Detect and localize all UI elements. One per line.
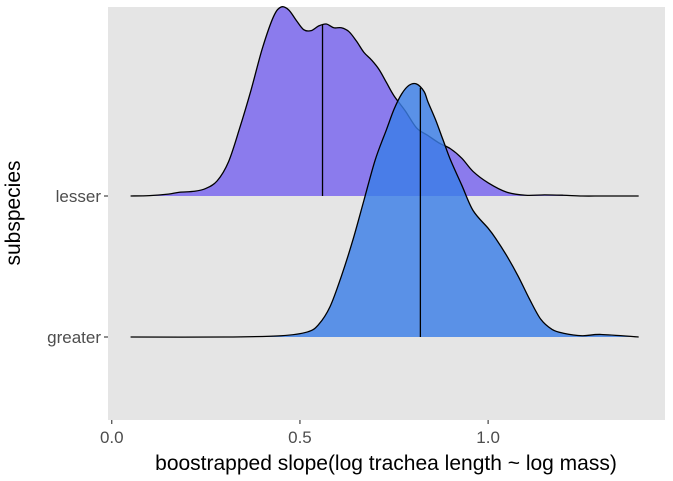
density-line-greater xyxy=(130,82,639,338)
y-axis-title: subspecies xyxy=(2,160,25,265)
x-tick-label-1: 0.5 xyxy=(288,428,312,447)
ridge-greater xyxy=(130,82,639,338)
y-axis: greater lesser xyxy=(47,187,108,347)
density-ridges xyxy=(130,6,639,338)
ridge-lesser xyxy=(130,6,639,197)
density-area-lesser xyxy=(130,6,639,197)
x-axis-title: boostrapped slope(log trachea length ~ l… xyxy=(155,452,617,475)
x-tick-label-0: 0.0 xyxy=(100,428,124,447)
y-tick-label-greater: greater xyxy=(47,328,101,347)
y-tick-label-lesser: lesser xyxy=(56,187,102,206)
density-area-greater xyxy=(130,83,639,338)
x-axis: 0.0 0.5 1.0 xyxy=(100,420,500,447)
density-line-lesser xyxy=(130,6,639,197)
x-tick-label-2: 1.0 xyxy=(476,428,500,447)
